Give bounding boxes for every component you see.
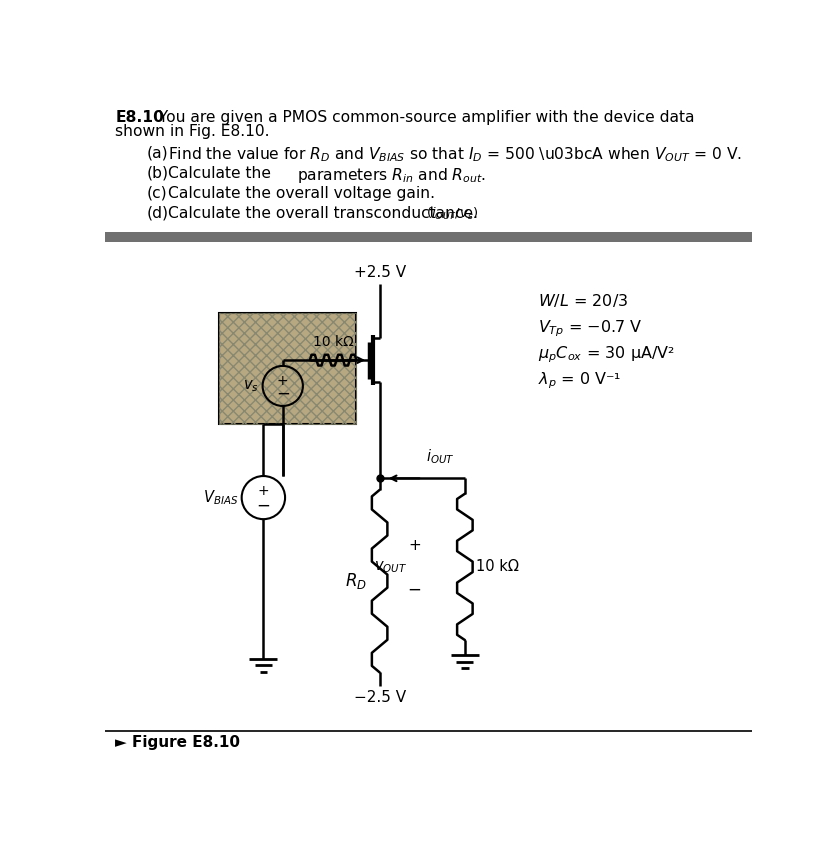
Text: $R_D$: $R_D$ [345, 571, 367, 591]
Text: Calculate the overall transconductance.: Calculate the overall transconductance. [168, 205, 478, 221]
Text: $v_s$: $v_s$ [243, 378, 258, 394]
Text: $i_{OUT}$: $i_{OUT}$ [426, 447, 455, 466]
Text: (a): (a) [147, 146, 169, 161]
Text: $V_{BIAS}$: $V_{BIAS}$ [202, 488, 237, 507]
Text: Calculate the overall voltage gain.: Calculate the overall voltage gain. [168, 186, 435, 200]
Text: $\lambda_p$ = 0 V⁻¹: $\lambda_p$ = 0 V⁻¹ [538, 370, 622, 392]
Text: Calculate the: Calculate the [168, 166, 271, 181]
Text: You are given a PMOS common-source amplifier with the device data: You are given a PMOS common-source ampli… [149, 110, 694, 125]
Text: 10 kΩ: 10 kΩ [313, 335, 354, 349]
Text: (d): (d) [147, 205, 169, 221]
Text: E8.10: E8.10 [115, 110, 164, 125]
Text: ► Figure E8.10: ► Figure E8.10 [115, 735, 241, 749]
Text: shown in Fig. E8.10.: shown in Fig. E8.10. [115, 124, 270, 139]
Text: $v_{OUT}$: $v_{OUT}$ [374, 559, 407, 575]
Text: $V_{Tp}$ = −0.7 V: $V_{Tp}$ = −0.7 V [538, 318, 643, 338]
Text: $\mu_p C_{ox}$ = 30 μA/V²: $\mu_p C_{ox}$ = 30 μA/V² [538, 344, 675, 365]
Text: parameters $R_{in}$ and $R_{out}$.: parameters $R_{in}$ and $R_{out}$. [297, 166, 486, 184]
Bar [219, 312, 356, 424]
Text: 10 kΩ: 10 kΩ [476, 559, 518, 574]
Text: +: + [257, 483, 269, 498]
Text: $(i_{OUT}/v_s)$: $(i_{OUT}/v_s)$ [426, 205, 478, 221]
Text: +: + [277, 374, 288, 387]
Bar [219, 312, 356, 424]
Text: (c): (c) [147, 186, 168, 200]
Bar [104, 232, 752, 242]
Text: −2.5 V: −2.5 V [354, 690, 405, 705]
Text: +2.5 V: +2.5 V [354, 265, 405, 280]
Text: −: − [408, 581, 421, 599]
Text: $W/L$ = 20/3: $W/L$ = 20/3 [538, 292, 629, 309]
Text: (b): (b) [147, 166, 169, 181]
Text: −: − [257, 496, 270, 514]
Text: Find the value for $R_D$ and $V_{BIAS}$ so that $I_D$ = 500 \u03bcA when $V_{OUT: Find the value for $R_D$ and $V_{BIAS}$ … [168, 146, 742, 164]
Text: +: + [408, 538, 421, 553]
Text: −: − [276, 385, 290, 402]
